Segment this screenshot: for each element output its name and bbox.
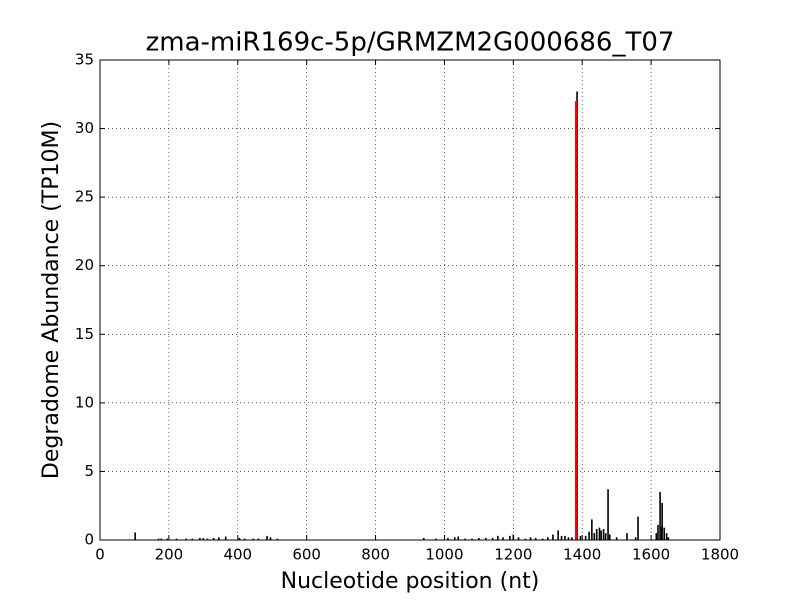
bar xyxy=(584,535,587,540)
bar xyxy=(453,537,456,540)
bar xyxy=(665,533,668,540)
bar xyxy=(252,538,255,540)
bar xyxy=(557,530,559,540)
bar xyxy=(600,530,602,540)
x-tick-label: 200 xyxy=(155,546,184,564)
y-axis-label: Degradome Abundance (TP10M) xyxy=(39,121,64,479)
bar xyxy=(224,536,227,540)
bar xyxy=(447,537,449,540)
bar xyxy=(457,536,460,540)
y-tick-label: 10 xyxy=(75,393,94,411)
bar xyxy=(175,538,178,540)
bar xyxy=(564,535,566,540)
bar xyxy=(464,538,466,540)
bar xyxy=(517,537,520,540)
bar xyxy=(534,537,537,540)
bar xyxy=(604,533,607,540)
bar xyxy=(598,527,601,540)
x-axis-label: Nucleotide position (nt) xyxy=(281,569,540,594)
bar xyxy=(212,537,215,540)
bar xyxy=(663,527,665,540)
bar xyxy=(243,538,246,540)
bar xyxy=(160,538,163,540)
bar xyxy=(560,535,563,540)
bar xyxy=(484,537,487,540)
bar xyxy=(661,502,663,540)
bar xyxy=(634,537,637,540)
x-tick-label: 1800 xyxy=(701,546,739,564)
bar xyxy=(524,538,527,540)
bar xyxy=(491,537,494,540)
bar xyxy=(637,516,639,540)
y-tick-label: 20 xyxy=(75,256,94,274)
bar xyxy=(206,538,209,540)
bar xyxy=(595,529,598,540)
x-tick-label: 1000 xyxy=(425,546,463,564)
bar xyxy=(615,537,618,540)
y-tick-label: 35 xyxy=(75,51,94,69)
bar xyxy=(529,537,532,540)
bar xyxy=(199,537,201,540)
bar xyxy=(478,537,480,540)
y-tick-label: 0 xyxy=(84,531,94,549)
bar xyxy=(626,533,628,540)
bar xyxy=(541,538,544,540)
bar xyxy=(502,537,504,540)
bar xyxy=(655,533,658,540)
x-tick-label: 800 xyxy=(361,546,390,564)
bar xyxy=(185,538,187,540)
y-tick-label: 30 xyxy=(75,119,94,137)
bar xyxy=(591,519,593,540)
bar xyxy=(509,535,511,540)
x-tick-label: 0 xyxy=(95,546,105,564)
bar xyxy=(574,101,578,541)
bar xyxy=(266,535,268,540)
bar xyxy=(257,538,260,540)
bar xyxy=(567,537,570,540)
bar xyxy=(435,538,437,540)
bar xyxy=(657,524,659,540)
bar xyxy=(276,538,279,540)
x-tick-label: 1400 xyxy=(563,546,601,564)
bar xyxy=(238,537,241,540)
bar xyxy=(157,538,160,540)
x-tick-label: 1200 xyxy=(494,546,532,564)
bar xyxy=(602,529,605,540)
bar xyxy=(593,533,596,540)
bar xyxy=(512,534,515,540)
bar xyxy=(497,535,499,540)
bar xyxy=(422,537,425,540)
bar xyxy=(659,492,661,540)
bar xyxy=(608,534,611,540)
bar xyxy=(134,532,136,540)
bar xyxy=(571,537,573,540)
x-tick-label: 1600 xyxy=(632,546,670,564)
y-tick-label: 25 xyxy=(75,188,94,206)
bar xyxy=(667,537,670,540)
bar xyxy=(607,489,609,540)
bar xyxy=(471,538,473,540)
x-tick-label: 400 xyxy=(223,546,252,564)
plot-frame xyxy=(99,59,721,541)
bar xyxy=(202,537,205,540)
x-tick-label: 600 xyxy=(292,546,321,564)
bar xyxy=(218,537,220,540)
y-tick-label: 5 xyxy=(84,462,94,480)
y-tick-label: 15 xyxy=(75,325,94,343)
bar xyxy=(546,537,549,540)
bar xyxy=(552,534,554,540)
bar xyxy=(269,537,272,540)
chart-title: zma-miR169c-5p/GRMZM2G000686_T07 xyxy=(146,28,675,58)
bar xyxy=(191,538,194,540)
bar xyxy=(166,538,168,540)
bar xyxy=(579,535,582,540)
bar xyxy=(588,531,590,540)
